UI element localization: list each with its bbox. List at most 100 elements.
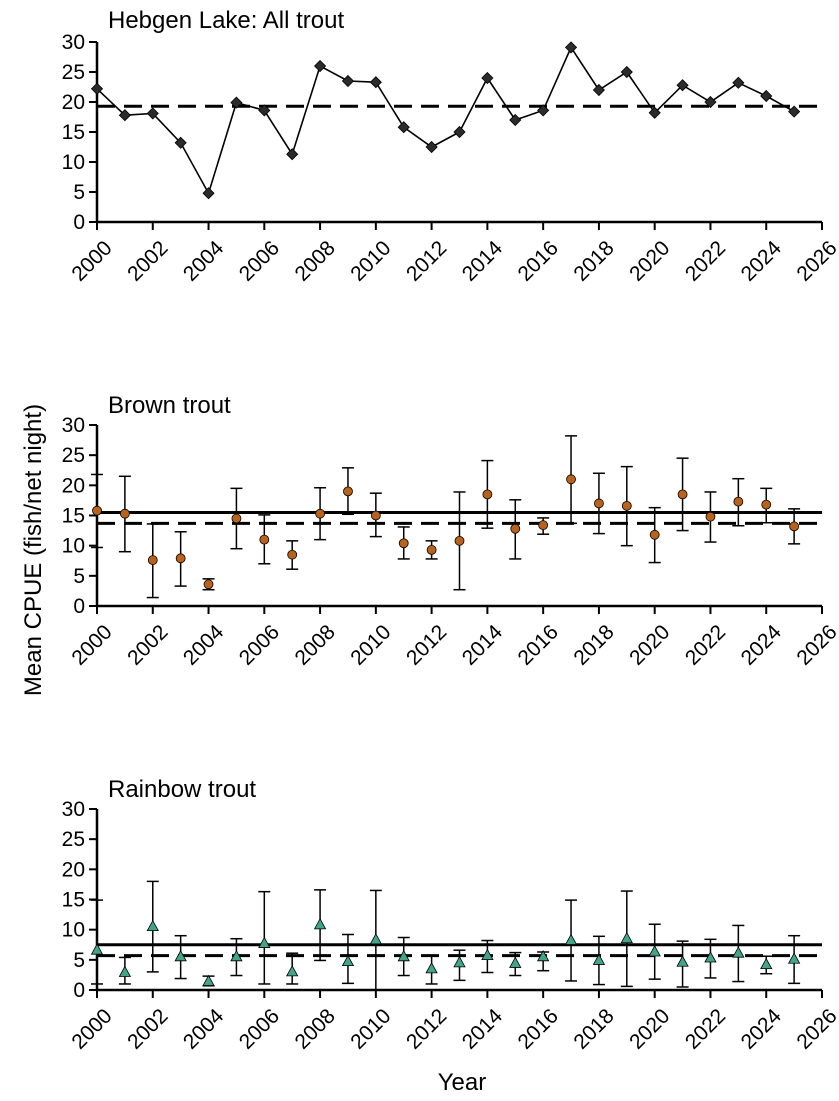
y-tick-label: 0 bbox=[73, 211, 85, 234]
data-point-diamond bbox=[509, 113, 522, 127]
data-point-triangle bbox=[118, 965, 132, 977]
x-tick-label: 2016 bbox=[514, 236, 563, 285]
data-point-diamond bbox=[146, 107, 159, 120]
x-tick-label: 2020 bbox=[625, 236, 674, 285]
data-point-triangle bbox=[732, 946, 745, 958]
x-tick-label: 2022 bbox=[681, 1004, 730, 1053]
data-point-circle bbox=[147, 555, 158, 566]
data-point-triangle bbox=[760, 957, 773, 970]
x-tick-label: 2016 bbox=[514, 620, 563, 669]
data-point-triangle bbox=[397, 949, 410, 962]
x-tick-label: 2008 bbox=[291, 620, 340, 669]
data-point-triangle bbox=[592, 953, 606, 965]
x-tick-label: 2022 bbox=[681, 620, 730, 669]
x-tick-label: 2000 bbox=[67, 1004, 116, 1053]
data-point-circle bbox=[203, 579, 214, 590]
x-tick-label: 2006 bbox=[235, 1004, 284, 1053]
y-tick-label: 0 bbox=[73, 979, 85, 1002]
x-axis-label: Year bbox=[438, 1069, 487, 1096]
x-tick-label: 2002 bbox=[123, 236, 172, 285]
x-tick-label: 2012 bbox=[402, 620, 451, 669]
data-point-circle bbox=[705, 511, 716, 522]
data-point-diamond bbox=[174, 136, 187, 149]
data-point-diamond bbox=[676, 79, 689, 92]
data-point-circle bbox=[649, 529, 660, 540]
data-point-circle bbox=[789, 521, 800, 532]
data-point-diamond bbox=[90, 82, 104, 95]
data-point-triangle bbox=[620, 931, 633, 944]
y-tick-label: 15 bbox=[62, 889, 85, 912]
data-point-diamond bbox=[592, 83, 605, 97]
data-point-diamond bbox=[202, 187, 215, 200]
data-point-triangle bbox=[564, 933, 578, 945]
x-tick-label: 2024 bbox=[737, 236, 787, 286]
data-point-triangle bbox=[787, 952, 801, 964]
data-point-circle bbox=[677, 489, 688, 500]
data-point-circle bbox=[761, 499, 772, 510]
y-tick-label: 25 bbox=[62, 828, 85, 851]
data-point-diamond bbox=[732, 76, 745, 89]
data-point-diamond bbox=[118, 109, 131, 122]
data-point-triangle bbox=[146, 919, 159, 932]
y-tick-label: 30 bbox=[62, 31, 85, 54]
y-tick-label: 20 bbox=[62, 474, 85, 497]
y-tick-label: 5 bbox=[73, 565, 85, 588]
data-point-triangle bbox=[369, 933, 383, 945]
data-point-diamond bbox=[314, 59, 327, 73]
y-tick-label: 10 bbox=[62, 919, 85, 942]
data-point-triangle bbox=[536, 949, 550, 962]
x-tick-label: 2008 bbox=[291, 1004, 340, 1053]
x-tick-label: 2012 bbox=[402, 236, 451, 285]
data-point-diamond bbox=[537, 104, 550, 117]
panel-brown-trout: Brown trout 0 5 10 15 20 25 30 2000 2002 2004 2006… bbox=[62, 392, 839, 670]
data-point-circle bbox=[621, 500, 632, 511]
data-point-diamond bbox=[760, 89, 773, 103]
data-point-circle bbox=[426, 544, 437, 555]
data-point-triangle bbox=[704, 951, 717, 963]
data-point-triangle bbox=[313, 918, 327, 930]
x-tick-label: 2010 bbox=[346, 1004, 395, 1053]
data-point-diamond bbox=[704, 95, 717, 109]
data-point-diamond bbox=[425, 140, 438, 154]
data-point-triangle bbox=[230, 949, 243, 962]
x-tick-label: 2024 bbox=[737, 620, 787, 670]
data-point-diamond bbox=[564, 41, 578, 54]
data-point-triangle bbox=[90, 943, 104, 955]
data-point-diamond bbox=[620, 65, 633, 79]
data-point-triangle bbox=[258, 936, 271, 948]
data-point-diamond bbox=[230, 96, 243, 109]
data-point-triangle bbox=[481, 948, 494, 961]
y-tick-label: 15 bbox=[62, 505, 85, 528]
x-tick-label: 2004 bbox=[179, 1004, 229, 1054]
x-tick-label: 2026 bbox=[792, 620, 839, 669]
series-line bbox=[96, 45, 795, 196]
x-tick-label: 2010 bbox=[346, 620, 395, 669]
y-axis-label: Mean CPUE (fish/net night) bbox=[20, 404, 47, 696]
data-point-diamond bbox=[258, 104, 271, 117]
y-tick-label: 25 bbox=[62, 444, 85, 467]
data-point-diamond bbox=[397, 121, 410, 134]
data-point-triangle bbox=[425, 962, 438, 974]
x-tick-label: 2008 bbox=[291, 236, 340, 285]
y-tick-label: 20 bbox=[62, 858, 85, 881]
panel-title-brown-trout: Brown trout bbox=[108, 392, 231, 419]
data-point-circle bbox=[510, 523, 521, 534]
x-tick-label: 2018 bbox=[569, 1004, 618, 1053]
x-tick-label: 2024 bbox=[737, 1004, 787, 1054]
x-tick-label: 2010 bbox=[346, 236, 395, 285]
data-point-diamond bbox=[453, 125, 466, 139]
data-point-diamond bbox=[286, 148, 299, 161]
y-tick-label: 10 bbox=[62, 535, 85, 558]
data-point-diamond bbox=[369, 76, 382, 89]
data-point-triangle bbox=[202, 974, 215, 986]
data-point-diamond bbox=[341, 74, 355, 88]
data-point-circle bbox=[315, 508, 325, 519]
y-tick-label: 5 bbox=[73, 181, 85, 204]
data-point-circle bbox=[92, 505, 102, 516]
data-point-circle bbox=[231, 513, 242, 524]
x-tick-label: 2020 bbox=[625, 1004, 674, 1053]
data-point-circle bbox=[370, 510, 381, 521]
data-point-triangle bbox=[648, 945, 661, 957]
x-tick-label: 2022 bbox=[681, 236, 730, 285]
